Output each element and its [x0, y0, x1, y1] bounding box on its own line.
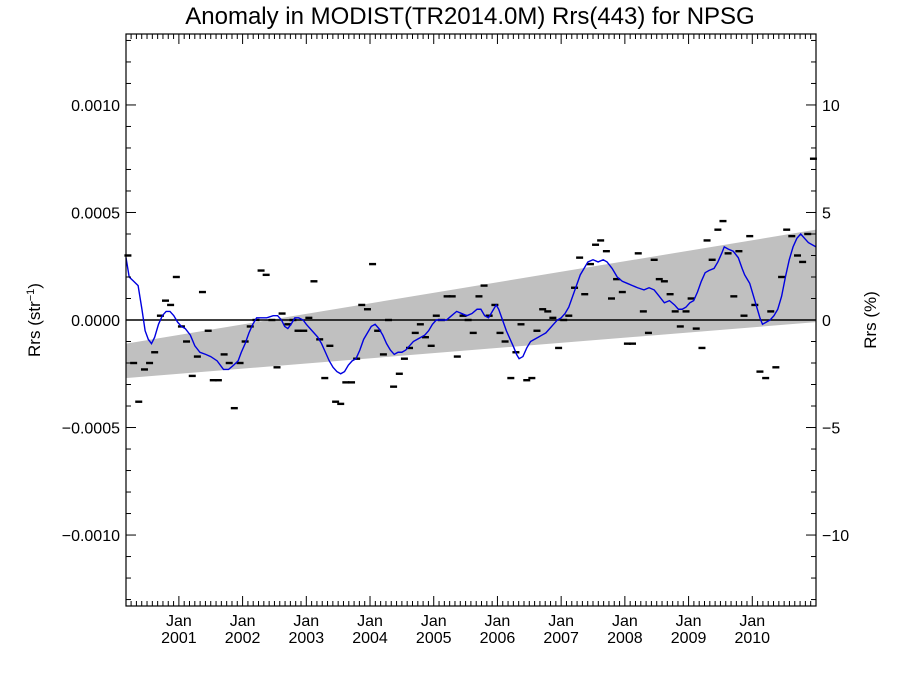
axes-ticks: 0.0010 0.0005 0.0000 −0.0005 −0.0010 10 5 0 −5 −1… [62, 34, 849, 647]
x-tick-label-year: 2005 [416, 630, 452, 647]
smoothed-anomaly-line [125, 232, 817, 375]
x-tick-label-month: Jan [357, 613, 383, 630]
left-tick-label: 0.0005 [71, 205, 120, 222]
chart-title: Anomaly in MODIST(TR2014.0M) Rrs(443) fo… [185, 3, 754, 30]
x-tick-label-year: 2004 [352, 630, 388, 647]
x-tick-label-month: Jan [485, 613, 511, 630]
left-axis-label: Rrs (str−1) [25, 283, 44, 357]
right-tick-label: −10 [822, 528, 849, 545]
right-axis-label: Rrs (%) [861, 291, 880, 349]
x-tick-label-month: Jan [612, 613, 638, 630]
x-tick-label-month: Jan [166, 613, 192, 630]
right-tick-label: −5 [822, 421, 840, 438]
x-tick-label-month: Jan [293, 613, 319, 630]
x-tick-label-year: 2007 [543, 630, 579, 647]
x-tick-label-month: Jan [739, 613, 765, 630]
x-tick-label-year: 2002 [225, 630, 261, 647]
right-tick-label: 0 [822, 313, 831, 330]
x-tick-label-year: 2010 [734, 630, 770, 647]
left-axis-label-exponent: −1 [25, 289, 37, 302]
x-tick-label-year: 2003 [289, 630, 325, 647]
x-tick-label-year: 2009 [671, 630, 707, 647]
x-tick-label-month: Jan [548, 613, 574, 630]
left-axis-label-base: Rrs (str [25, 301, 44, 357]
left-axis-label-close: ) [25, 283, 44, 289]
x-tick-label-month: Jan [230, 613, 256, 630]
left-tick-label: −0.0010 [62, 528, 120, 545]
left-tick-label: −0.0005 [62, 421, 120, 438]
left-tick-label: 0.0000 [71, 313, 120, 330]
right-tick-label: 5 [822, 205, 831, 222]
x-tick-label-month: Jan [676, 613, 702, 630]
trend-confidence-band [126, 229, 816, 379]
x-tick-label-year: 2006 [480, 630, 516, 647]
right-tick-label: 10 [822, 98, 840, 115]
x-tick-label-year: 2008 [607, 630, 643, 647]
x-tick-label-year: 2001 [161, 630, 197, 647]
left-tick-label: 0.0010 [71, 98, 120, 115]
x-tick-label-month: Jan [421, 613, 447, 630]
